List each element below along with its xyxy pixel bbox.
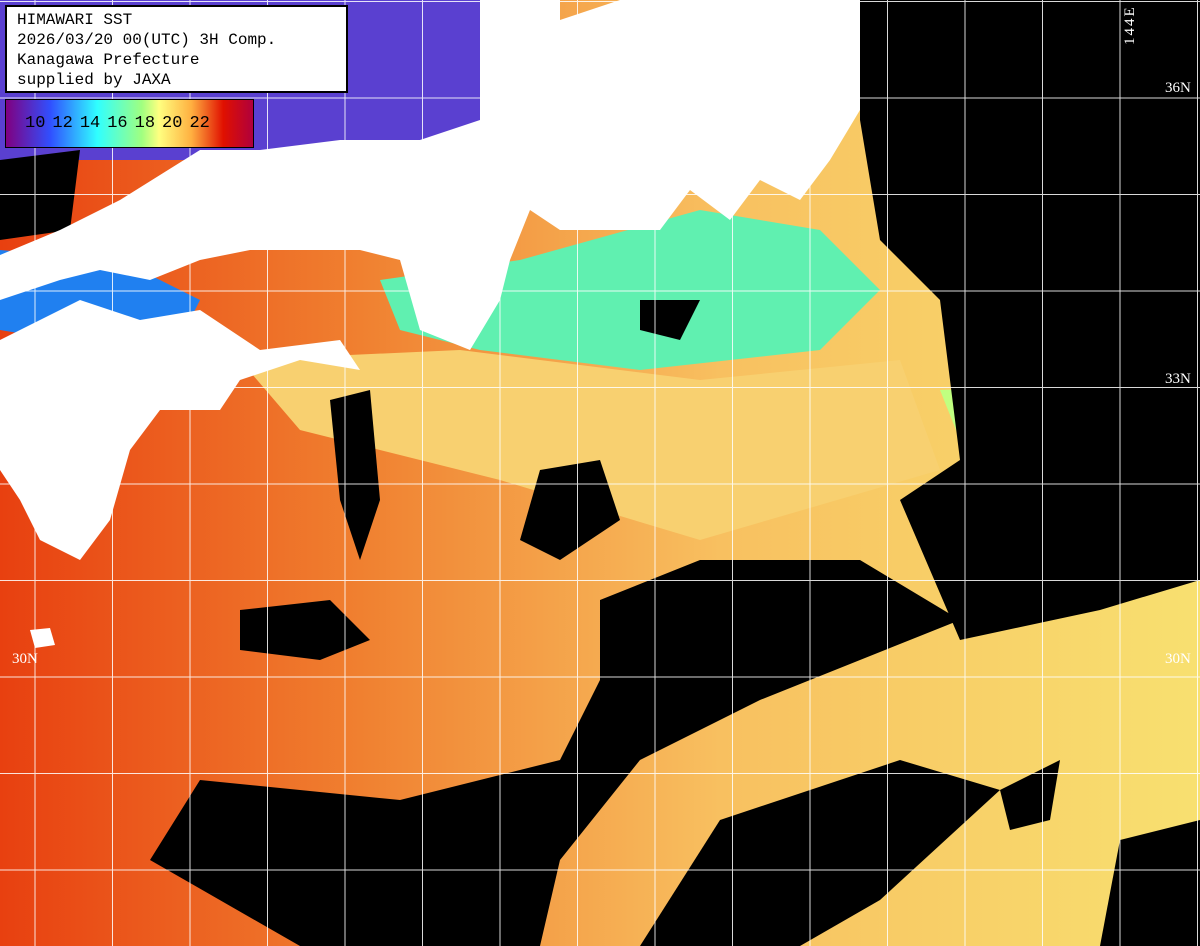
region: Kanagawa Prefecture [17, 51, 200, 69]
legend-tick: 18 [134, 114, 156, 133]
mid-warm-water [240, 350, 940, 540]
legend-tick: 22 [189, 114, 210, 133]
land [0, 0, 860, 648]
lat-label-30n-left: 30N [12, 651, 38, 667]
credit: supplied by JAXA [17, 71, 171, 89]
title: HIMAWARI SST [17, 11, 133, 29]
timestamp: 2026/03/20 00(UTC) 3H Comp. [17, 31, 277, 49]
legend-tick: 20 [162, 114, 183, 133]
legend-tick: 16 [107, 114, 128, 133]
lat-label-33-left: 33 [10, 371, 25, 387]
lat-label-36n: 36N [1165, 80, 1191, 96]
info-box: HIMAWARI SST 2026/03/20 00(UTC) 3H Comp.… [5, 5, 348, 93]
lat-label-30n-right: 30N [1165, 651, 1191, 667]
legend-tick: 12 [52, 114, 73, 133]
coastal-cool-water [380, 210, 880, 370]
legend-tick: 10 [25, 114, 46, 133]
legend-tick: 14 [79, 114, 101, 133]
color-scale-legend: 10 12 14 16 18 20 22 [5, 99, 254, 148]
lon-label-136e: 136E [482, 5, 498, 45]
lat-label-33n-right: 33N [1165, 371, 1191, 387]
lon-label-144e: 144E [1122, 5, 1138, 45]
